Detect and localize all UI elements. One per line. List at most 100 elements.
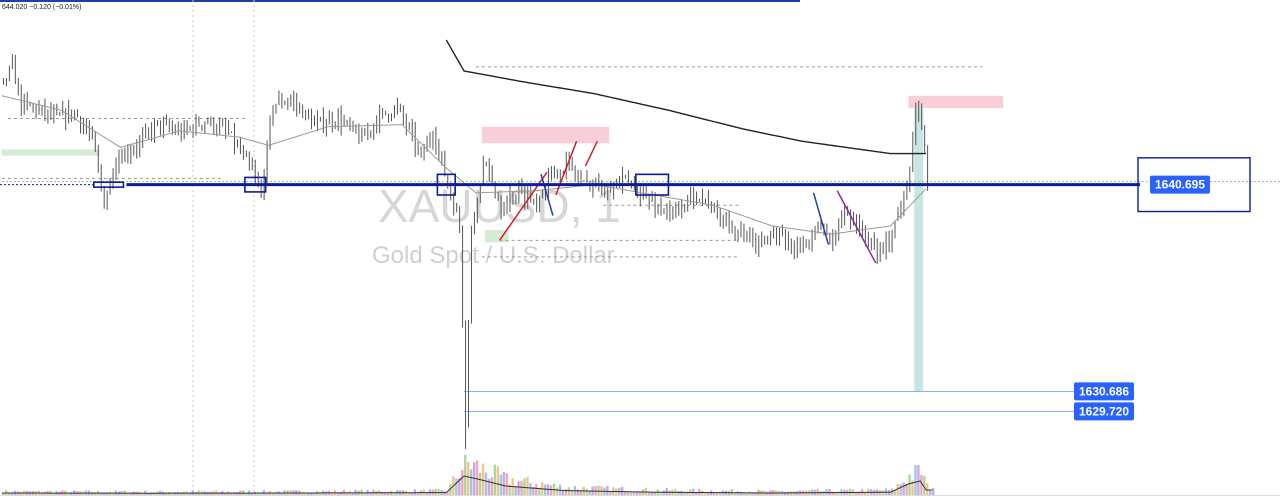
price-label-text: 1630.686 bbox=[1079, 384, 1129, 398]
volume-bar bbox=[911, 480, 914, 495]
level-touch-marker[interactable] bbox=[635, 173, 670, 196]
volume-bar bbox=[606, 485, 609, 495]
price-label-tag[interactable] bbox=[1150, 175, 1210, 194]
volume-bar bbox=[141, 492, 144, 495]
volume-bar bbox=[816, 489, 819, 495]
volume-bar bbox=[336, 492, 340, 495]
volume-bar bbox=[555, 487, 559, 495]
volume-bar bbox=[588, 491, 591, 495]
volume-bar bbox=[677, 490, 680, 495]
volume-bar bbox=[899, 483, 902, 495]
volume-bar bbox=[508, 484, 511, 495]
volume-bar bbox=[446, 491, 449, 495]
volume-bar bbox=[730, 489, 733, 495]
volume-bar bbox=[594, 486, 597, 495]
level-touch-marker[interactable] bbox=[93, 181, 125, 188]
volume-bar bbox=[102, 492, 106, 495]
level-touch-marker[interactable] bbox=[436, 173, 456, 196]
volume-bar bbox=[517, 481, 520, 495]
volume-bar bbox=[475, 460, 479, 495]
volume-bar bbox=[153, 492, 156, 495]
volume-bar bbox=[712, 492, 716, 495]
volume-bar bbox=[310, 492, 313, 495]
supply-zone bbox=[481, 126, 610, 144]
volume-bar bbox=[653, 491, 656, 495]
volume-bar bbox=[698, 488, 701, 495]
volume-bar bbox=[7, 492, 11, 495]
volume-bar bbox=[783, 491, 787, 495]
volume-bar bbox=[126, 493, 129, 495]
volume-bar bbox=[461, 469, 464, 495]
volume-bar bbox=[668, 490, 671, 495]
volume-bar bbox=[706, 492, 710, 495]
volume-bar bbox=[307, 492, 310, 495]
volume-bar bbox=[443, 491, 446, 495]
volume-bar bbox=[650, 491, 654, 495]
volume-bar bbox=[529, 482, 532, 495]
volume-bar bbox=[458, 478, 461, 495]
volume-bar bbox=[561, 490, 565, 495]
volume-bar bbox=[549, 485, 553, 495]
trend-line[interactable] bbox=[812, 192, 830, 245]
volume-bar bbox=[825, 489, 828, 495]
volume-bar bbox=[917, 465, 920, 495]
target-zone bbox=[914, 108, 924, 392]
volume-bar bbox=[857, 491, 861, 495]
volume-bar bbox=[686, 491, 689, 495]
volume-bar bbox=[164, 492, 168, 495]
volume-bar bbox=[481, 463, 485, 495]
volume-bar bbox=[923, 475, 926, 495]
volume-bar bbox=[304, 493, 307, 495]
volume-bar bbox=[330, 492, 334, 495]
volume-bar bbox=[363, 493, 366, 495]
trend-line[interactable] bbox=[540, 174, 554, 216]
volume-bar bbox=[632, 491, 636, 495]
volume-bar bbox=[920, 474, 923, 495]
key-level-callout-box[interactable] bbox=[1137, 157, 1251, 213]
volume-bar bbox=[683, 492, 686, 495]
trend-line[interactable] bbox=[584, 140, 599, 167]
volume-bar bbox=[147, 493, 150, 495]
volume-bar bbox=[271, 492, 274, 495]
volume-bar bbox=[464, 455, 467, 495]
volume-bar bbox=[179, 492, 183, 495]
volume-bar bbox=[754, 492, 757, 495]
top-toolbar-strip bbox=[0, 0, 800, 2]
volume-bar bbox=[313, 493, 316, 495]
volume-bar bbox=[434, 488, 437, 495]
volume-bar bbox=[680, 490, 683, 495]
trend-line[interactable] bbox=[836, 190, 877, 264]
volume-bar bbox=[564, 488, 568, 495]
volume-bar bbox=[339, 491, 343, 495]
price-label-tag[interactable] bbox=[1074, 402, 1134, 421]
volume-bar bbox=[188, 492, 191, 495]
volume-bar bbox=[703, 492, 707, 495]
volume-bar bbox=[695, 492, 698, 495]
volume-bar bbox=[301, 492, 304, 495]
volume-bar bbox=[638, 492, 642, 495]
volume-bar bbox=[745, 493, 748, 495]
volume-bar bbox=[40, 492, 43, 495]
volume-bar bbox=[369, 492, 372, 495]
volume-bar bbox=[600, 485, 603, 495]
volume-bar bbox=[416, 492, 420, 495]
volume-bar bbox=[866, 488, 870, 495]
volume-bar bbox=[490, 477, 494, 495]
volume-bar bbox=[659, 491, 662, 495]
volume-bar bbox=[665, 488, 668, 495]
volume-bar bbox=[99, 492, 103, 495]
volume-bar bbox=[502, 472, 505, 495]
price-label-text: 1629.720 bbox=[1079, 404, 1129, 418]
volume-bar bbox=[532, 486, 535, 495]
volume-bar bbox=[570, 489, 574, 495]
volume-bar bbox=[449, 484, 452, 495]
volume-bar bbox=[256, 492, 260, 495]
volume-bar bbox=[345, 492, 348, 495]
price-label-tag[interactable] bbox=[1074, 382, 1134, 401]
volume-bar bbox=[544, 484, 547, 495]
volume-bar bbox=[381, 492, 384, 495]
level-touch-marker[interactable] bbox=[244, 176, 267, 193]
watermark-description: Gold Spot / U.S. Dollar bbox=[372, 242, 615, 269]
